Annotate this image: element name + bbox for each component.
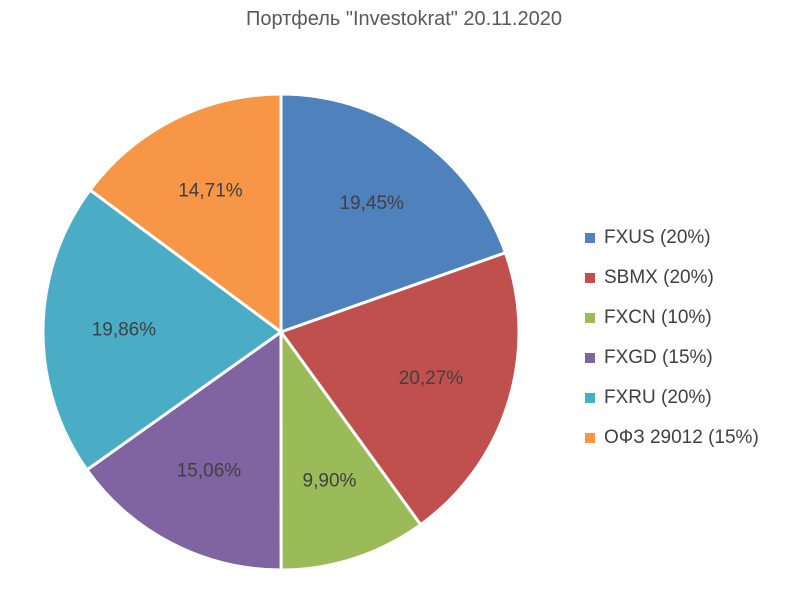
legend-label-5: ОФЗ 29012 (15%) (604, 427, 759, 448)
data-label-5: 14,71% (178, 181, 243, 202)
data-label-1: 20,27% (399, 368, 464, 389)
legend-item-2: FXCN (10%) (585, 298, 759, 338)
legend-swatch-3 (585, 353, 595, 363)
pie-slice-2 (279, 330, 423, 572)
data-label-0: 19,45% (339, 193, 404, 214)
pie-slice-1 (279, 251, 521, 527)
data-label-3: 15,06% (177, 461, 242, 482)
legend-item-1: SBMX (20%) (585, 258, 759, 298)
data-label-4: 19,86% (92, 319, 157, 340)
legend-label-1: SBMX (20%) (604, 267, 714, 288)
pie-slice-5 (88, 92, 283, 334)
legend-label-2: FXCN (10%) (604, 307, 712, 328)
legend-item-3: FXGD (15%) (585, 338, 759, 378)
legend-label-3: FXGD (15%) (604, 347, 713, 368)
legend-label-0: FXUS (20%) (604, 227, 711, 248)
legend-swatch-1 (585, 273, 595, 283)
legend-swatch-5 (585, 433, 595, 443)
data-label-2: 9,90% (303, 470, 357, 491)
chart-title: Портфель "Investokrat" 20.11.2020 (245, 8, 563, 30)
legend-item-5: ОФЗ 29012 (15%) (585, 418, 759, 458)
legend-swatch-4 (585, 393, 595, 403)
legend-item-0: FXUS (20%) (585, 218, 759, 258)
pie-slice-3 (85, 330, 283, 572)
pie-slice-4 (41, 188, 283, 472)
legend-swatch-2 (585, 313, 595, 323)
legend: FXUS (20%) SBMX (20%) FXCN (10%) FXGD (15%)… (585, 218, 759, 458)
legend-swatch-0 (585, 233, 595, 243)
legend-label-4: FXRU (20%) (604, 387, 712, 408)
legend-item-4: FXRU (20%) (585, 378, 759, 418)
